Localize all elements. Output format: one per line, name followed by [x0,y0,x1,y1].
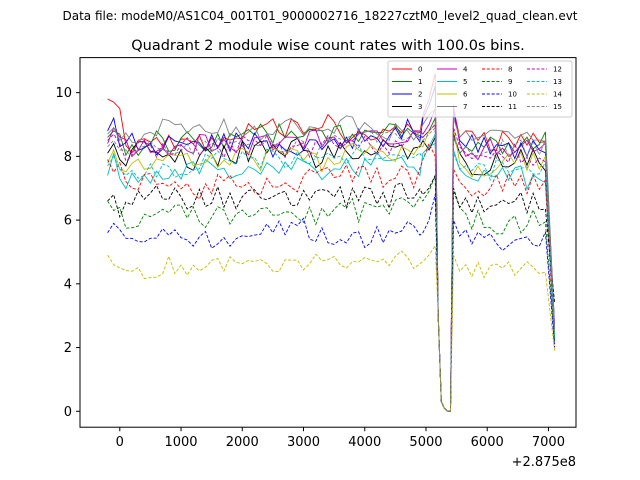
legend-label-11: 11 [508,103,517,111]
x-tick-label: 0 [116,435,124,450]
legend-label-8: 8 [508,66,512,74]
series-line-4 [107,105,556,412]
y-tick-label: 4 [64,277,72,292]
y-axis: 0 2 4 6 8 10 [55,86,80,420]
series-line-12 [107,123,556,412]
y-tick-label: 0 [64,405,72,420]
x-tick-label: 4000 [348,435,381,450]
x-tick-label: 5000 [409,435,442,450]
legend-label-10: 10 [508,91,517,99]
series-line-6 [107,123,556,412]
legend-label-15: 15 [553,103,562,111]
legend-label-0: 0 [418,66,422,74]
legend-label-12: 12 [553,66,562,74]
x-offset-label: +2.875e8 [512,455,576,470]
chart-title: Quadrant 2 module wise count rates with … [131,38,525,54]
series-line-9 [107,175,556,412]
series-line-0 [107,73,556,412]
x-tick-label: 1000 [164,435,197,450]
y-tick-label: 10 [55,86,72,101]
series-line-11 [107,175,556,412]
legend-label-9: 9 [508,78,512,86]
series-line-8 [107,142,556,412]
y-tick-label: 6 [64,214,72,229]
y-tick-label: 8 [64,150,72,165]
x-tick-label: 7000 [532,435,565,450]
legend-label-2: 2 [418,91,422,99]
y-tick-label: 2 [64,341,72,356]
x-tick-label: 3000 [287,435,320,450]
legend-label-13: 13 [553,78,562,86]
series-line-13 [107,142,556,412]
legend-box [387,60,573,118]
plot-frame [79,57,577,428]
legend-label-1: 1 [418,78,422,86]
series-line-10 [107,194,556,412]
legend-label-5: 5 [463,78,467,86]
series-line-5 [107,133,556,412]
series-line-15 [107,126,556,412]
legend-label-14: 14 [553,91,562,99]
x-axis: 0 1000 2000 3000 4000 5000 6000 7000 [116,427,565,450]
data-file-label: Data file: modeM0/AS1C04_001T01_90000027… [62,9,577,23]
series-line-7 [107,107,556,412]
series-line-14 [107,244,556,412]
x-tick-label: 6000 [471,435,504,450]
legend-label-6: 6 [463,91,468,99]
legend-label-3: 3 [418,103,422,111]
legend-label-7: 7 [463,103,467,111]
series-layer [107,73,556,412]
series-line-3 [107,133,556,412]
series-line-1 [107,117,556,412]
legend-label-4: 4 [463,66,468,74]
x-tick-label: 2000 [226,435,259,450]
